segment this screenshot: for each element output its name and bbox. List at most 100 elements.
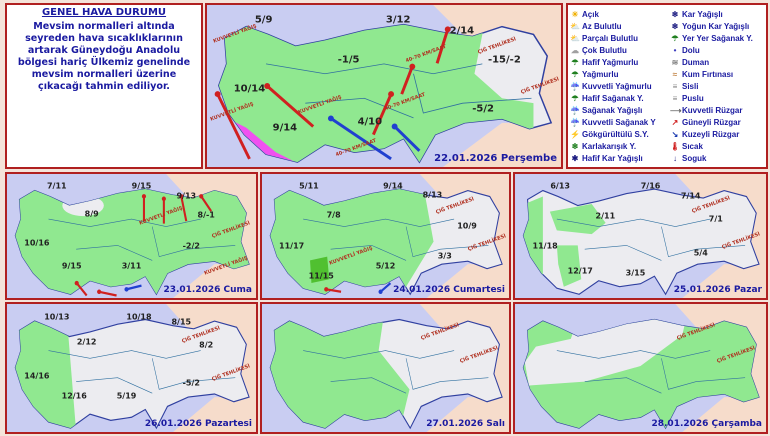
legend-label: Kum Fırtınası: [682, 69, 734, 79]
legend-label: Soguk: [682, 153, 707, 163]
south-wind-icon: ↗: [671, 117, 679, 127]
temperature-label: 7/11: [46, 181, 67, 191]
wind-arrow: [379, 282, 392, 293]
forecast-title: GENEL HAVA DURUMU: [41, 7, 167, 18]
legend-label: Parçalı Bulutlu: [582, 33, 639, 43]
map-date: 28.01.2026 Çarşamba: [651, 419, 762, 429]
temperature-label: 8/9: [84, 209, 99, 219]
map-date: 27.01.2026 Salı: [426, 419, 505, 429]
legend-item: ⚡ Gökgürültülü S.Y.: [570, 128, 670, 140]
wind-arrow: [180, 196, 188, 222]
forecast-map-d23: 7/11 9/15 9/13 8/9 8/-1 10/16 -2/2 9/15 3/11 ÇIĞ …: [5, 172, 258, 300]
forecast-map-d26: 10/13 10/18 8/15 2/12 8/2 14/16 -5/2 12/16 5/19 Ç…: [5, 302, 258, 434]
wind-arrow: [326, 288, 342, 293]
temperature-label: 14/16: [24, 371, 50, 381]
temperature-label: 7/16: [640, 181, 661, 191]
wind-arrow: [200, 195, 213, 212]
legend-item: ☀ Açık: [570, 8, 670, 20]
temperature-label: 8/15: [171, 317, 192, 327]
temperature-label: 9/14: [383, 181, 403, 191]
north-wind-icon: ↘: [671, 129, 679, 139]
legend-item: ☔ Sağanak Yağışlı: [570, 104, 670, 116]
temperature-label: 11/15: [308, 271, 334, 281]
legend-item: ↓ Soguk: [670, 152, 764, 164]
wind-arrow: [435, 28, 450, 64]
sleet-icon: ❄: [571, 141, 579, 151]
legend-label: Kuvvetli Yağmurlu: [582, 81, 652, 91]
legend-item: ↘ Kuzeyli Rüzgar: [670, 128, 764, 140]
temperature-label: 5/19: [116, 391, 137, 401]
legend-label: Yer Yer Sağanak Y.: [682, 33, 753, 43]
legend-item: ❄ Yoğun Kar Yağışlı: [670, 20, 764, 32]
legend-label: Az Bulutlu: [582, 21, 622, 31]
wind-arrow: [330, 117, 392, 161]
wind-arrow: [75, 282, 88, 297]
thunderstorm-icon: ⚡: [570, 129, 580, 139]
temperature-label: 3/3: [437, 251, 452, 261]
temperature-label: -2/2: [182, 241, 200, 251]
light-shower-icon: ☂: [571, 93, 579, 103]
legend-item: ✱ Hafif Kar Yağışlı: [570, 152, 670, 164]
temperature-label: -1/5: [337, 54, 360, 66]
legend-item: ≡ Puslu: [670, 92, 764, 104]
legend-item: ⛅ Parçalı Bulutlu: [570, 32, 670, 44]
partly-cloudy-icon: ⛅: [570, 33, 580, 43]
smoke-icon: ≋: [671, 57, 679, 67]
legend-item: ☂ Yer Yer Sağanak Y.: [670, 32, 764, 44]
wind-arrow: [372, 93, 393, 136]
hail-icon: •: [673, 45, 677, 55]
temperature-label: 8/13: [422, 190, 443, 200]
forecast-map-main: 5/9 3/12 2/14 -1/5 -15/-2 10/14 9/14 4/10 -5/2 KU…: [205, 3, 563, 169]
wind-arrow: [126, 284, 142, 291]
legend-item: ❄ Karlakarışık Y.: [570, 140, 670, 152]
scattered-shower-icon: ☂: [671, 33, 679, 43]
legend-item: ↗ Güneyli Rüzgar: [670, 116, 764, 128]
forecast-map-d28: ÇIĞ TEHLİKESİ ÇIĞ TEHLİKESİ 28.01.2026 Çar…: [513, 302, 768, 434]
legend-label: Puslu: [682, 93, 704, 103]
legend-item: ≡ Sisli: [670, 80, 764, 92]
turkey-map: [522, 174, 766, 298]
legend-item: ☔ Kuvvetli Sağanak Y: [570, 116, 670, 128]
temperature-label: -5/2: [472, 103, 494, 115]
haze-icon: ≡: [672, 93, 678, 103]
legend-item: ≋ Duman: [670, 56, 764, 68]
legend-label: Hafif Yağmurlu: [582, 57, 639, 67]
legend-label: Sisli: [682, 81, 699, 91]
temperature-label: 5/12: [375, 261, 396, 271]
light-snow-icon: ✱: [571, 153, 579, 163]
sun-icon: ☀: [571, 9, 579, 19]
temperature-label: 10/16: [24, 238, 50, 248]
temperature-label: 5/9: [254, 14, 273, 26]
temperature-label: 11/17: [279, 241, 305, 251]
map-date: 25.01.2026 Pazar: [673, 285, 762, 295]
strong-wind-icon: ⟶: [670, 105, 682, 115]
sandstorm-icon: ≈: [672, 69, 678, 79]
temperature-label: 8/2: [199, 340, 214, 350]
light-rain-icon: ☂: [571, 57, 579, 67]
legend-label: Sıcak: [682, 141, 703, 151]
map-date: 26.01.2026 Pazartesi: [144, 419, 252, 429]
temperature-label: 10/18: [126, 312, 152, 322]
snow-icon: ❄: [671, 9, 679, 19]
temperature-label: 9/15: [131, 181, 152, 191]
fog-icon: ≡: [672, 81, 678, 91]
turkey-map: [269, 174, 509, 298]
temperature-label: 3/12: [385, 14, 411, 26]
heavy-snow-icon: ❄: [671, 21, 679, 31]
forecast-text: Mevsim normalleri altında seyreden hava …: [17, 21, 191, 92]
shower-icon: ☔: [570, 105, 580, 115]
map-date: 23.01.2026 Cuma: [163, 285, 252, 295]
temperature-label: 10/9: [457, 221, 477, 231]
temperature-label: -5/2: [182, 378, 200, 388]
legend-item: ☂ Hafif Yağmurlu: [570, 56, 670, 68]
temperature-label: 5/4: [693, 248, 708, 258]
partly-sunny-icon: ⛅: [570, 21, 580, 31]
temperature-label: 12/17: [567, 266, 593, 276]
forecast-map-d24: 5/11 9/14 8/13 7/8 10/9 11/17 3/3 5/12 11/15 ÇIĞ …: [260, 172, 511, 300]
wind-arrow: [216, 93, 251, 160]
temperature-label: 2/11: [595, 211, 616, 221]
legend-label: Açık: [582, 9, 599, 19]
temperature-label: 2/12: [76, 337, 97, 347]
legend-label: Kar Yağışlı: [682, 9, 723, 19]
legend-item: ☂ Hafif Sağanak Y.: [570, 92, 670, 104]
